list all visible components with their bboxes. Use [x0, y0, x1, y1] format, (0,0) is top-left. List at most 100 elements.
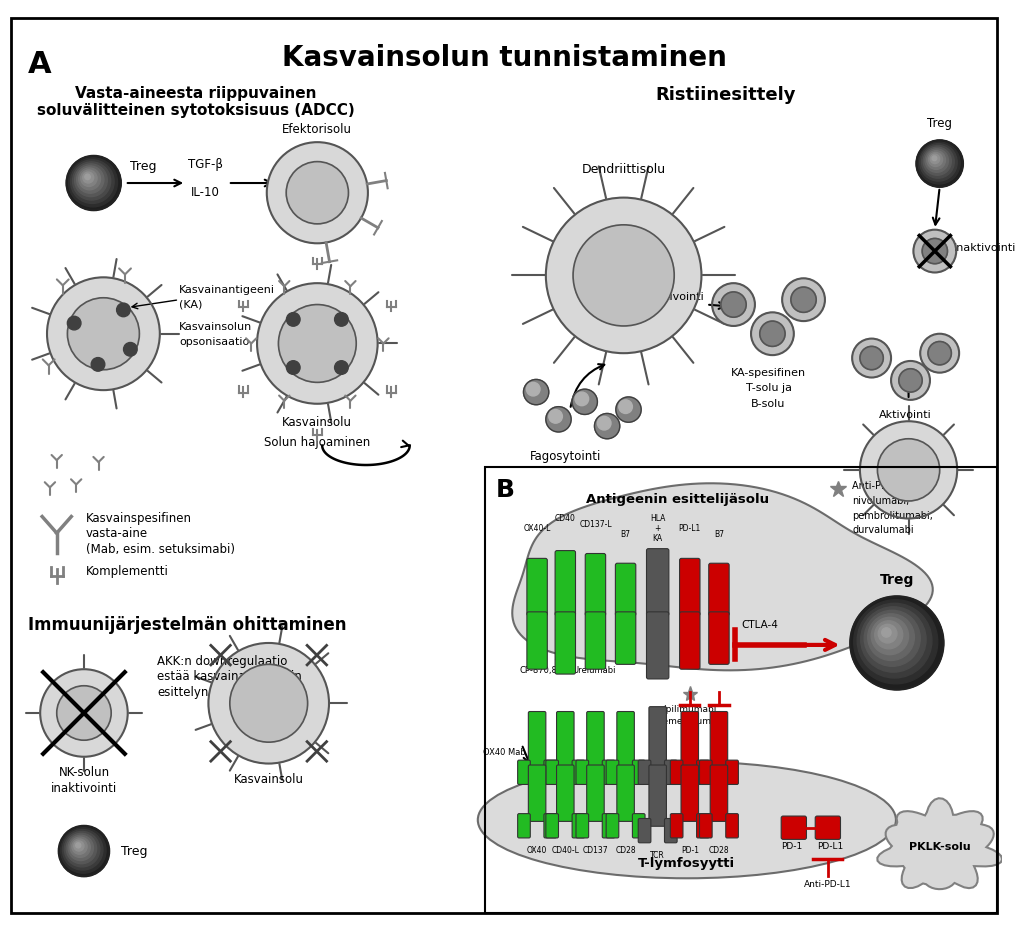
Circle shape [546, 197, 701, 353]
FancyBboxPatch shape [671, 814, 683, 838]
Circle shape [854, 600, 938, 683]
FancyBboxPatch shape [572, 814, 585, 838]
Text: OX40: OX40 [527, 846, 547, 856]
Circle shape [523, 380, 549, 405]
Circle shape [257, 283, 378, 404]
Text: CD137-L: CD137-L [580, 520, 611, 529]
Text: (KA): (KA) [179, 300, 203, 310]
Circle shape [922, 145, 954, 178]
FancyBboxPatch shape [638, 760, 651, 785]
Text: PD-1: PD-1 [681, 846, 698, 856]
FancyBboxPatch shape [680, 559, 700, 615]
FancyBboxPatch shape [649, 765, 667, 827]
Text: opsonisaatio: opsonisaatio [179, 336, 250, 346]
Circle shape [721, 292, 746, 317]
Circle shape [75, 164, 108, 196]
Circle shape [861, 607, 926, 672]
Text: estää kasvainantigeenin: estää kasvainantigeenin [157, 670, 302, 683]
Text: Vasta-aineesta riippuvainen
soluvälitteinen sytotoksisuus (ADCC): Vasta-aineesta riippuvainen soluvälittei… [37, 86, 354, 118]
FancyBboxPatch shape [681, 711, 698, 768]
FancyBboxPatch shape [696, 814, 710, 838]
Circle shape [791, 287, 816, 312]
Circle shape [874, 621, 903, 649]
Circle shape [91, 358, 104, 371]
FancyBboxPatch shape [544, 760, 557, 785]
Circle shape [923, 238, 947, 263]
FancyBboxPatch shape [665, 760, 677, 785]
FancyBboxPatch shape [528, 711, 546, 768]
Text: Treg: Treg [130, 160, 157, 173]
Text: T-lymfosyytti: T-lymfosyytti [638, 857, 735, 870]
Circle shape [209, 643, 329, 763]
Circle shape [83, 172, 93, 183]
Text: TCR: TCR [650, 851, 665, 860]
FancyBboxPatch shape [587, 711, 604, 768]
Text: pembrolitumabi,: pembrolitumabi, [852, 510, 933, 520]
Circle shape [712, 283, 755, 326]
Circle shape [279, 304, 356, 383]
FancyBboxPatch shape [602, 760, 614, 785]
Circle shape [575, 392, 589, 406]
Text: Immuunijärjestelmän ohittaminen: Immuunijärjestelmän ohittaminen [28, 615, 346, 634]
Text: NK-solun: NK-solun [58, 766, 110, 779]
Circle shape [546, 407, 571, 432]
Text: IL-10: IL-10 [191, 186, 220, 199]
Circle shape [760, 321, 785, 346]
Circle shape [899, 369, 923, 392]
Circle shape [878, 439, 940, 501]
Text: durvalumabi: durvalumabi [852, 525, 913, 535]
Circle shape [925, 149, 948, 172]
Text: Dendriittisolu: Dendriittisolu [582, 163, 666, 176]
FancyBboxPatch shape [528, 765, 546, 821]
FancyBboxPatch shape [615, 612, 636, 665]
FancyBboxPatch shape [646, 612, 669, 679]
Polygon shape [512, 483, 933, 670]
FancyBboxPatch shape [699, 814, 712, 838]
Circle shape [56, 686, 112, 740]
Circle shape [229, 665, 307, 742]
Circle shape [615, 397, 641, 423]
Circle shape [929, 153, 943, 167]
Text: Fagosytointi: Fagosytointi [529, 451, 601, 464]
Circle shape [931, 155, 940, 164]
FancyBboxPatch shape [602, 814, 614, 838]
Circle shape [913, 230, 956, 273]
Text: Kasvainsolu: Kasvainsolu [283, 416, 352, 429]
FancyBboxPatch shape [681, 765, 698, 821]
FancyBboxPatch shape [555, 550, 575, 615]
Text: inaktivointi: inaktivointi [51, 782, 117, 795]
FancyBboxPatch shape [711, 711, 728, 768]
Text: A: A [28, 49, 51, 79]
Circle shape [782, 278, 825, 321]
Circle shape [882, 627, 891, 637]
FancyBboxPatch shape [546, 814, 558, 838]
Text: CD137: CD137 [583, 846, 608, 856]
Text: CD40-L: CD40-L [551, 846, 580, 856]
FancyBboxPatch shape [572, 760, 585, 785]
FancyBboxPatch shape [696, 760, 710, 785]
FancyBboxPatch shape [726, 814, 738, 838]
Text: Treg: Treg [880, 573, 914, 587]
Circle shape [76, 843, 81, 848]
Text: B7: B7 [714, 530, 724, 539]
Text: CD40: CD40 [555, 514, 575, 523]
Circle shape [335, 313, 348, 326]
Circle shape [924, 147, 951, 175]
Text: Treg: Treg [927, 116, 952, 129]
FancyBboxPatch shape [709, 563, 729, 615]
Text: PD-L1: PD-L1 [679, 524, 700, 533]
Circle shape [867, 614, 914, 660]
Text: Inaktivointi: Inaktivointi [954, 243, 1017, 253]
FancyBboxPatch shape [615, 563, 636, 615]
Text: PD-1: PD-1 [781, 843, 803, 851]
FancyBboxPatch shape [680, 612, 700, 669]
FancyBboxPatch shape [671, 760, 683, 785]
FancyBboxPatch shape [711, 765, 728, 821]
FancyBboxPatch shape [616, 765, 634, 821]
Circle shape [60, 828, 106, 873]
Text: CTLA-4: CTLA-4 [741, 620, 778, 630]
Text: Antigeenin esittelijäsolu: Antigeenin esittelijäsolu [586, 492, 769, 506]
Circle shape [267, 142, 368, 243]
Circle shape [526, 383, 540, 396]
Circle shape [932, 156, 937, 161]
